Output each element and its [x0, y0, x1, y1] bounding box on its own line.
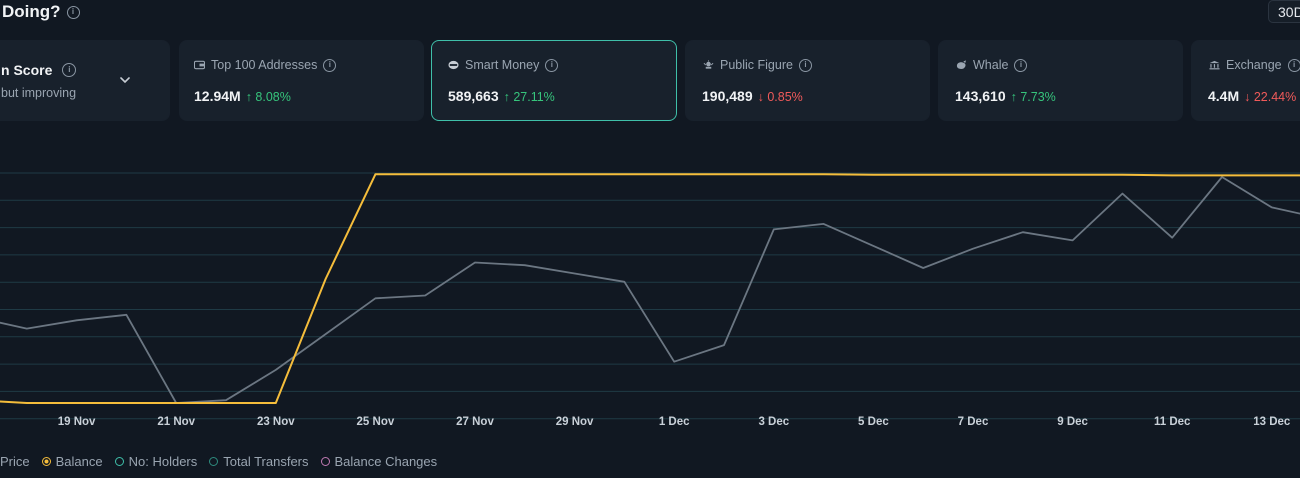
card-label: Whale — [973, 58, 1009, 72]
card-label: Public Figure — [720, 58, 793, 72]
legend-transfers-label: Total Transfers — [223, 454, 309, 469]
series-balance-line[interactable] — [0, 173, 1300, 404]
legend-holders[interactable]: No: Holders — [114, 454, 198, 469]
page-title-text: Doing? — [2, 2, 61, 21]
card-change: ↑ 8.08% — [245, 90, 291, 104]
score-card-subtitle: but improving — [1, 86, 77, 100]
time-range-button[interactable]: 30D — [1268, 0, 1300, 23]
x-tick-label: 7 Dec — [958, 416, 989, 428]
legend-transfers-marker — [209, 457, 219, 466]
x-tick-label: 21 Nov — [157, 416, 195, 428]
x-tick-label: 23 Nov — [257, 416, 295, 428]
x-tick-label: 3 Dec — [758, 416, 789, 428]
page-title: Doing? i — [2, 0, 80, 24]
card-whale[interactable]: Whale i 143,610 ↑ 7.73% — [938, 40, 1183, 121]
x-tick-label: 13 Dec — [1253, 416, 1291, 428]
chart-legend: Price Balance No: Holders Total Transfer… — [0, 454, 449, 469]
x-tick-label: 29 Nov — [556, 416, 594, 428]
score-title-text: n Score — [1, 62, 53, 78]
x-tick-label: 9 Dec — [1057, 416, 1088, 428]
series-price-line[interactable] — [0, 176, 1300, 404]
card-top-100-addresses[interactable]: Top 100 Addresses i 12.94M ↑ 8.08% — [179, 40, 424, 121]
card-label: Top 100 Addresses — [211, 58, 318, 72]
card-smart-money[interactable]: Smart Money i 589,663 ↑ 27.11% — [431, 40, 677, 121]
x-tick-label: 5 Dec — [858, 416, 889, 428]
info-icon[interactable]: i — [323, 58, 337, 72]
x-tick-label: 19 Nov — [58, 416, 96, 428]
x-tick-label: 25 Nov — [357, 416, 395, 428]
card-value: 143,610 — [955, 88, 1006, 104]
legend-holders-marker — [114, 457, 124, 466]
legend-price-label: Price — [0, 454, 30, 469]
card-public-figure[interactable]: Public Figure i 190,489 ↓ 0.85% — [685, 40, 930, 121]
x-tick-label: 27 Nov — [456, 416, 494, 428]
legend-balance-changes[interactable]: Balance Changes — [320, 454, 438, 469]
score-card[interactable]: n Score i but improving — [0, 40, 170, 121]
card-value: 4.4M — [1208, 88, 1240, 104]
chart-series — [0, 173, 1300, 404]
whale-icon — [956, 60, 967, 70]
legend-balance-label: Balance — [55, 454, 103, 469]
card-value: 589,663 — [448, 88, 499, 104]
card-exchange[interactable]: Exchange i 4.4M ↓ 22.44% — [1191, 40, 1300, 121]
card-value: 190,489 — [702, 88, 753, 104]
smart-money-icon — [448, 60, 459, 70]
info-icon[interactable]: i — [62, 63, 77, 77]
legend-balance-marker — [41, 457, 51, 466]
legend-balance[interactable]: Balance — [41, 454, 103, 469]
x-tick-label: 1 Dec — [659, 416, 690, 428]
card-label: Exchange — [1226, 58, 1282, 72]
legend-holders-label: No: Holders — [128, 454, 198, 469]
legend-transfers[interactable]: Total Transfers — [209, 454, 309, 469]
public-figure-icon — [703, 60, 714, 69]
exchange-icon — [1209, 60, 1220, 70]
chart-grid — [0, 172, 1300, 420]
info-icon[interactable]: i — [1014, 58, 1028, 72]
card-change: ↑ 7.73% — [1010, 90, 1056, 104]
info-icon[interactable]: i — [545, 58, 559, 72]
x-tick-label: 11 Dec — [1154, 416, 1191, 428]
legend-changes-label: Balance Changes — [334, 454, 438, 469]
legend-changes-marker — [320, 457, 330, 466]
wallet-icon — [194, 60, 205, 70]
card-value: 12.94M — [194, 88, 241, 104]
card-change: ↓ 0.85% — [757, 90, 803, 104]
info-icon[interactable]: i — [798, 58, 812, 72]
info-icon[interactable]: i — [1287, 58, 1300, 72]
legend-price[interactable]: Price — [0, 454, 30, 469]
card-change: ↓ 22.44% — [1244, 90, 1297, 104]
info-icon[interactable]: i — [66, 5, 80, 19]
holder-chart[interactable]: 19 Nov 21 Nov 23 Nov 25 Nov 27 Nov 29 Nov 1 De… — [0, 130, 1300, 440]
score-card-title: n Score i — [1, 62, 77, 78]
chevron-down-icon[interactable] — [118, 73, 132, 87]
card-label: Smart Money — [465, 58, 540, 72]
card-change: ↑ 27.11% — [503, 90, 555, 104]
x-axis-ticks: 19 Nov 21 Nov 23 Nov 25 Nov 27 Nov 29 Nov 1 De… — [58, 416, 1291, 428]
